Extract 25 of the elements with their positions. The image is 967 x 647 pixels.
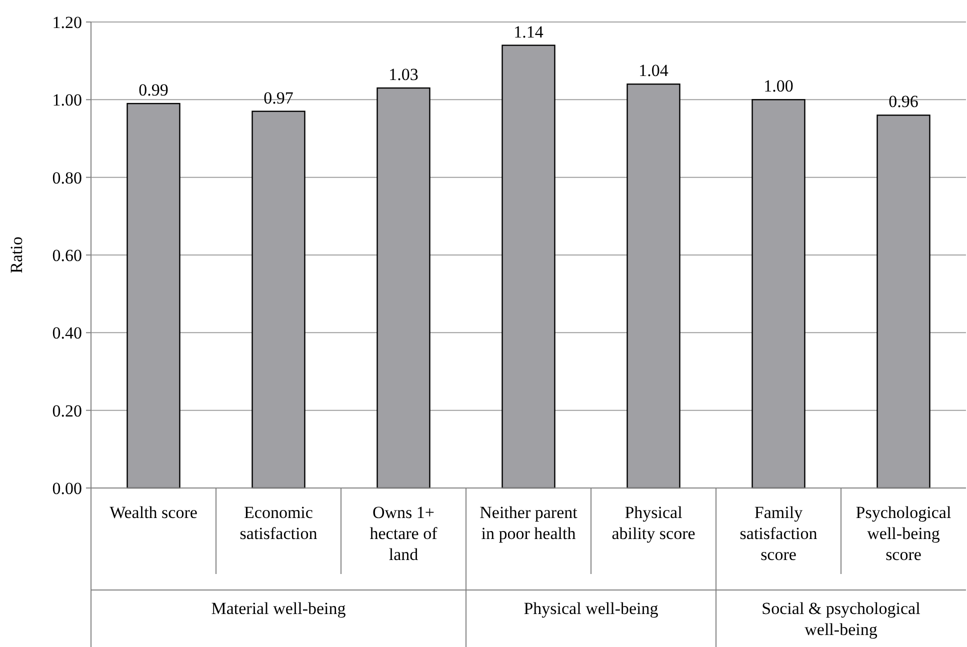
y-tick-label: 0.60 [52, 246, 82, 265]
y-tick-label: 0.80 [52, 168, 82, 188]
y-tick-label: 0.40 [52, 324, 82, 343]
x-tick-label: Wealth score [110, 503, 198, 522]
y-axis-title: Ratio [7, 236, 26, 274]
y-tick-label: 0.00 [52, 478, 82, 498]
y-tick-label: 1.20 [52, 12, 82, 32]
data-label: 0.99 [138, 80, 168, 100]
text: Social & psychological well-being [762, 599, 921, 639]
data-label: 1.04 [638, 61, 669, 80]
y-tick-label: 0.20 [52, 401, 82, 420]
data-label: 0.97 [264, 88, 294, 108]
x-tick-label: Psychological well-being score [856, 503, 952, 564]
x-tick-label: Family satisfaction score [740, 503, 818, 564]
x-tick-label: Economic satisfaction [240, 503, 318, 543]
text: Material well-being [211, 599, 346, 618]
x-tick-label: Physical ability score [612, 503, 696, 543]
x-tick-label: Owns 1+ hectare of land [370, 503, 438, 564]
data-label: 1.00 [764, 76, 794, 96]
x-tick-label: Neither parent in poor health [480, 503, 578, 543]
data-label: 1.14 [514, 22, 544, 42]
y-tick-label: 1.00 [52, 90, 82, 110]
text: Physical well-being [524, 599, 659, 618]
data-label: 0.96 [888, 92, 918, 112]
data-label: 1.03 [388, 65, 418, 84]
